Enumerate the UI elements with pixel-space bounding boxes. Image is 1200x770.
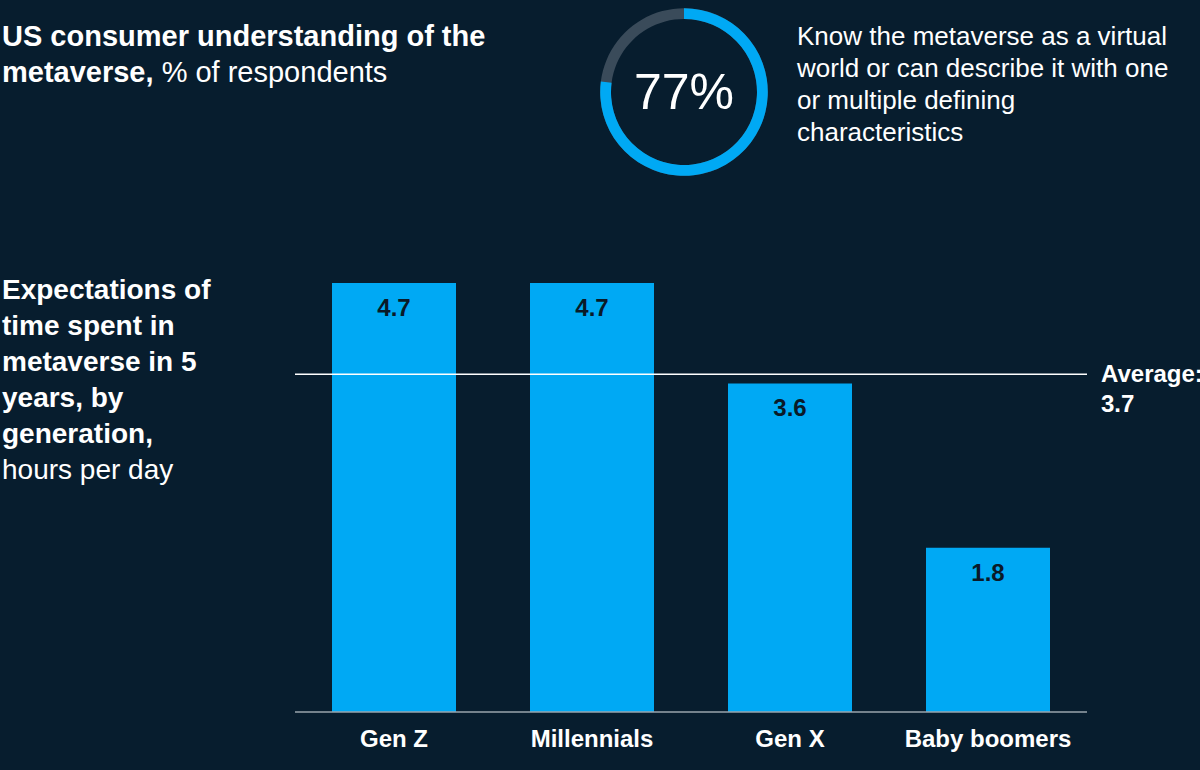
svg-text:Baby boomers: Baby boomers: [905, 725, 1072, 752]
svg-text:Millennials: Millennials: [531, 725, 654, 752]
svg-text:3.6: 3.6: [773, 394, 806, 421]
svg-text:Gen X: Gen X: [755, 725, 824, 752]
svg-text:Gen Z: Gen Z: [360, 725, 428, 752]
svg-text:1.8: 1.8: [971, 559, 1004, 586]
html-text:Expectations of time spent in: Expectations of time spent in metaverse …: [2, 274, 211, 449]
svg-text:4.7: 4.7: [377, 294, 410, 321]
html-text:77%: 77%: [634, 64, 734, 120]
html-text:hours per day: hours per day: [2, 454, 174, 485]
svg-text:Average:3.7: Average:3.7: [1101, 360, 1192, 417]
svg-text:4.7: 4.7: [575, 294, 608, 321]
html-text:Know the metaverse as a virtua: Know the metaverse as a virtual world or…: [797, 21, 1169, 147]
html-text:US consumer understanding of t: US consumer understanding of the metaver…: [2, 20, 486, 88]
